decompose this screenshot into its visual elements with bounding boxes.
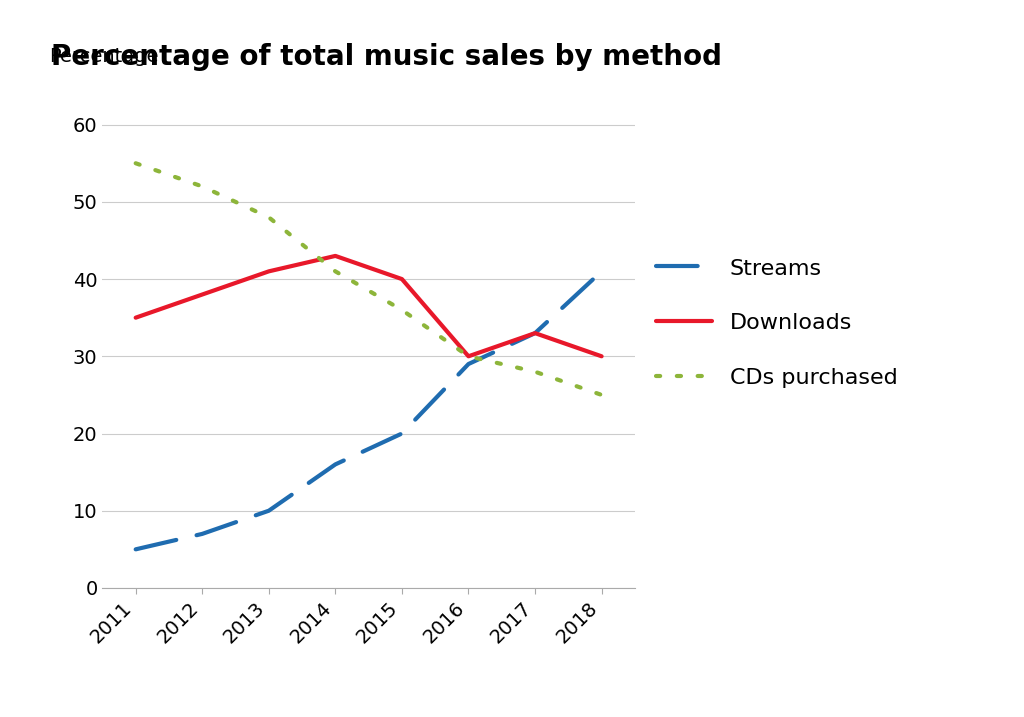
CDs purchased (395, 305, 408, 314)
Line: Streams: Streams (135, 271, 602, 549)
CDs purchased (196, 182, 208, 191)
Streams (529, 329, 542, 338)
Streams (262, 506, 274, 515)
CDs purchased (462, 352, 474, 361)
Downloads (129, 313, 141, 322)
CDs purchased (262, 213, 274, 222)
Text: Percentage: Percentage (49, 47, 159, 66)
Downloads (462, 352, 474, 361)
Text: Percentage of total music sales by method: Percentage of total music sales by metho… (51, 43, 722, 71)
Downloads (262, 267, 274, 275)
Line: Downloads: Downloads (135, 256, 602, 356)
Line: CDs purchased: CDs purchased (135, 163, 602, 395)
Downloads (395, 275, 408, 283)
Streams (329, 460, 341, 469)
Downloads (596, 352, 608, 361)
Legend: Streams, Downloads, CDs purchased: Streams, Downloads, CDs purchased (656, 257, 897, 389)
CDs purchased (529, 367, 542, 376)
Downloads (529, 329, 542, 338)
Streams (596, 267, 608, 275)
Downloads (196, 290, 208, 299)
Streams (129, 545, 141, 554)
CDs purchased (129, 159, 141, 168)
Downloads (329, 252, 341, 260)
Streams (395, 429, 408, 438)
Streams (462, 360, 474, 369)
Streams (196, 530, 208, 538)
CDs purchased (596, 391, 608, 399)
CDs purchased (329, 267, 341, 275)
